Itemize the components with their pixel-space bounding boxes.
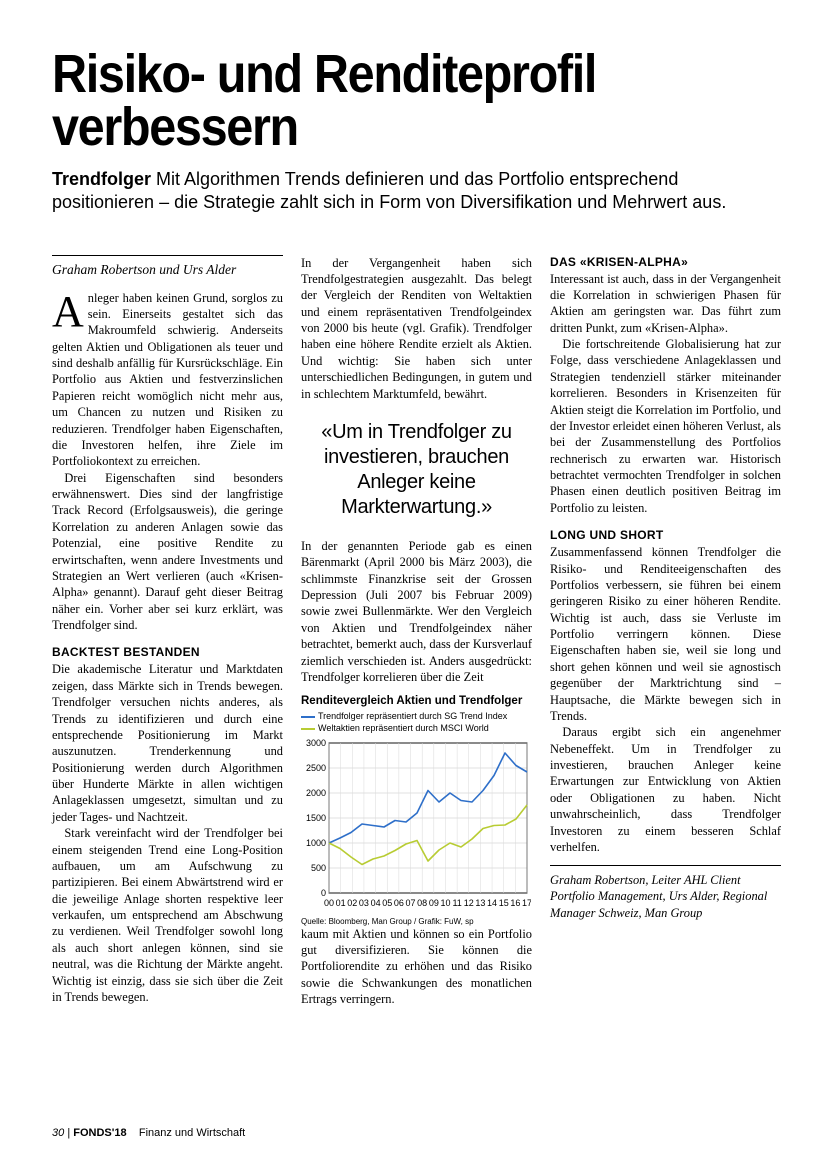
svg-text:3000: 3000 — [306, 739, 326, 748]
para-10: Zusammenfassend können Trendfolger die R… — [550, 544, 781, 724]
chart-svg: 0 500 1000 1500 2000 2500 3000 0001020304050607… — [301, 739, 531, 909]
pull-quote: «Um in Trendfolger zu investieren, brauc… — [301, 420, 532, 520]
subhead-backtest: BACKTEST BESTANDEN — [52, 645, 283, 659]
para-9: Die fortschreitende Globalisierung hat z… — [550, 336, 781, 516]
svg-text:03: 03 — [359, 898, 369, 908]
chart-legend: Trendfolger repräsentiert durch SG Trend… — [301, 710, 532, 734]
svg-text:02: 02 — [347, 898, 357, 908]
svg-text:13: 13 — [475, 898, 485, 908]
svg-text:12: 12 — [464, 898, 474, 908]
footer-pub: Finanz und Wirtschaft — [139, 1127, 245, 1139]
svg-text:05: 05 — [382, 898, 392, 908]
lede: Trendfolger Mit Algorithmen Trends defin… — [52, 168, 772, 215]
svg-text:0: 0 — [321, 888, 326, 898]
svg-text:1500: 1500 — [306, 813, 326, 823]
page: Risiko- und Renditeprofil verbessern Tre… — [0, 0, 833, 1157]
byline-rule: Graham Robertson und Urs Alder — [52, 255, 283, 278]
byline: Graham Robertson und Urs Alder — [52, 262, 283, 278]
svg-text:11: 11 — [452, 898, 461, 908]
svg-text:07: 07 — [406, 898, 416, 908]
svg-text:17: 17 — [522, 898, 531, 908]
legend-swatch-0 — [301, 716, 315, 719]
article-columns: Graham Robertson und Urs Alder Anleger h… — [52, 255, 781, 1025]
para-11: Daraus ergibt sich ein angenehmer Nebene… — [550, 724, 781, 855]
svg-text:14: 14 — [487, 898, 497, 908]
page-number: 30 — [52, 1127, 64, 1139]
para-1: Anleger haben keinen Grund, sorglos zu s… — [52, 290, 283, 470]
author-signoff: Graham Robertson, Leiter AHL Client Port… — [550, 865, 781, 920]
para-2: Drei Eigenschaften sind besonders erwähn… — [52, 470, 283, 634]
legend-label-1: Weltaktien repräsentiert durch MSCI Worl… — [318, 723, 489, 733]
headline: Risiko- und Renditeprofil verbessern — [52, 48, 708, 154]
svg-text:08: 08 — [417, 898, 427, 908]
para-4: Stark vereinfacht wird der Trendfolger b… — [52, 825, 283, 1005]
svg-text:1000: 1000 — [306, 838, 326, 848]
subhead-krisen: DAS «KRISEN-ALPHA» — [550, 255, 781, 269]
svg-text:15: 15 — [499, 898, 509, 908]
svg-text:04: 04 — [371, 898, 381, 908]
legend-swatch-1 — [301, 728, 315, 731]
chart-title: Renditevergleich Aktien und Trendfolger — [301, 695, 532, 707]
subhead-longshort: LONG UND SHORT — [550, 528, 781, 542]
para-8: Interessant ist auch, dass in der Vergan… — [550, 271, 781, 337]
svg-text:2000: 2000 — [306, 788, 326, 798]
svg-text:2500: 2500 — [306, 763, 326, 773]
chart-block: Renditevergleich Aktien und Trendfolger … — [301, 695, 532, 925]
svg-text:06: 06 — [394, 898, 404, 908]
para-7: kaum mit Aktien und können so ein Portfo… — [301, 926, 532, 1008]
lede-bold: Trendfolger — [52, 169, 151, 189]
legend-label-0: Trendfolger repräsentiert durch SG Trend… — [318, 711, 507, 721]
para-5: In der Vergangenheit haben sich Trendfol… — [301, 255, 532, 402]
legend-item-0: Trendfolger repräsentiert durch SG Trend… — [301, 710, 532, 722]
svg-text:500: 500 — [311, 863, 326, 873]
svg-text:09: 09 — [429, 898, 439, 908]
para-6: In der genannten Periode gab es einen Bä… — [301, 538, 532, 685]
svg-text:16: 16 — [510, 898, 520, 908]
svg-text:01: 01 — [336, 898, 346, 908]
lede-rest: Mit Algorithmen Trends definieren und da… — [52, 169, 726, 212]
footer-brand: FONDS'18 — [73, 1127, 126, 1139]
chart-source: Quelle: Bloomberg, Man Group / Grafik: F… — [301, 917, 532, 926]
page-footer: 30 | FONDS'18 Finanz und Wirtschaft — [52, 1127, 245, 1139]
svg-text:10: 10 — [440, 898, 450, 908]
svg-text:00: 00 — [324, 898, 334, 908]
legend-item-1: Weltaktien repräsentiert durch MSCI Worl… — [301, 722, 532, 734]
para-3: Die akademische Literatur und Marktdaten… — [52, 661, 283, 825]
